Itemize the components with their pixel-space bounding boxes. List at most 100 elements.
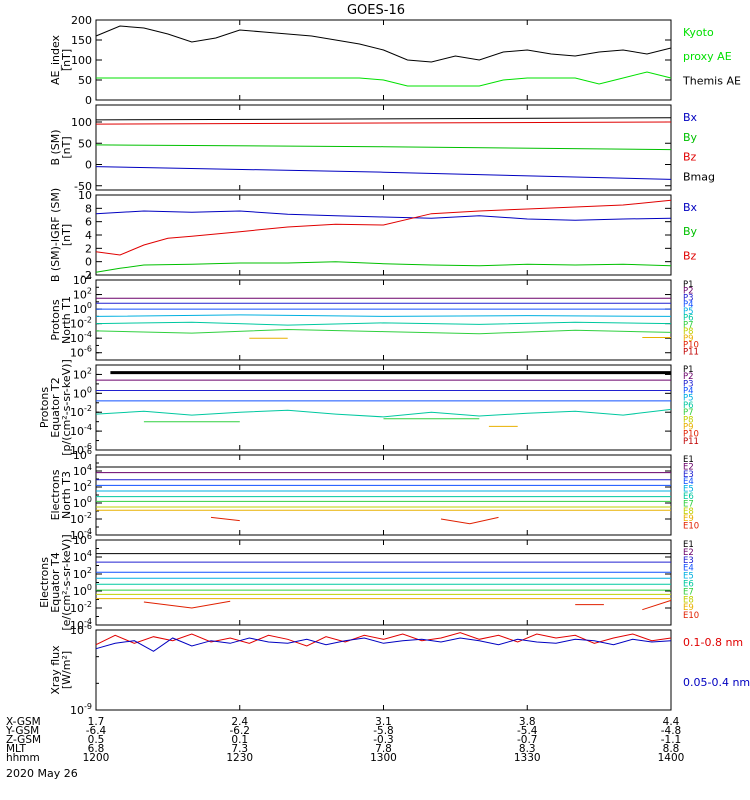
legend-entry: E9 <box>683 514 694 524</box>
legend-entry: P4 <box>683 387 694 397</box>
legend-entry: P5 <box>683 394 694 404</box>
y-tick-label: 50 <box>78 137 92 150</box>
legend-entry: P3 <box>683 379 694 389</box>
legend-entry: P3 <box>683 293 694 303</box>
x-axis-value: 1200 <box>83 752 110 764</box>
y-tick-label: 0 <box>85 159 92 172</box>
legend-entry: P2 <box>683 372 694 382</box>
y-tick-label: 100 <box>73 301 92 316</box>
x-axis-value: 6.8 <box>88 743 105 755</box>
legend-entry: E10 <box>683 611 699 621</box>
x-axis-value: -4.8 <box>661 725 682 737</box>
legend-entry: P9 <box>683 422 694 432</box>
legend-entry: E1 <box>683 540 694 550</box>
x-axis-value: -5.8 <box>373 725 394 737</box>
legend-entry: proxy AE <box>683 50 732 63</box>
y-tick-label: 100 <box>73 385 92 400</box>
legend-entry: By <box>683 225 698 238</box>
panel-xray: 10-6 10-9 Xray flux[W/m²] 0.1-0.8 nm 0.05-0.… <box>49 622 750 717</box>
legend-entry: E6 <box>683 580 694 590</box>
legend-entry: P8 <box>683 415 694 425</box>
legend-entry: P10 <box>683 430 699 440</box>
legend-entry: P6 <box>683 401 694 411</box>
legend-entry: P1 <box>683 365 694 375</box>
y-axis-label: B (SM)-IGRF (SM) <box>49 188 62 282</box>
legend-entry: E7 <box>683 499 694 509</box>
y-axis-label: [nT] <box>60 224 73 246</box>
panel-bsm: -50 0 50 100 B (SM)[nT] Bx By Bz Bmag <box>49 104 715 193</box>
x-axis-value: -5.4 <box>517 725 538 737</box>
x-axis-value: 0.5 <box>88 734 105 746</box>
y-tick-label: 10-9 <box>70 702 92 717</box>
legend-entry: E8 <box>683 507 694 517</box>
series-line <box>95 637 672 652</box>
x-axis-value: 4.4 <box>663 716 680 728</box>
legend-entry: E1 <box>683 455 694 465</box>
y-tick-label: 102 <box>73 479 92 494</box>
y-tick-label: 8 <box>85 202 92 215</box>
y-axis-label: AE_index <box>49 34 62 85</box>
series-line <box>95 261 672 273</box>
date-label: 2020 May 26 <box>6 767 78 780</box>
y-axis-label: Electrons <box>49 469 62 520</box>
legend-entry: E9 <box>683 603 694 613</box>
y-axis-label: Protons <box>38 387 51 428</box>
legend-entry: P6 <box>683 314 694 324</box>
series-line <box>95 25 672 63</box>
legend-entry: E2 <box>683 548 694 558</box>
x-axis-row-label: MLT <box>6 743 26 755</box>
legend-entry: E3 <box>683 470 694 480</box>
series-line <box>95 328 672 335</box>
x-axis-row-label: Z-GSM <box>6 734 41 746</box>
y-tick-label: 10-2 <box>70 404 92 419</box>
y-tick-label: 104 <box>73 272 92 287</box>
legend-entry: Bz <box>683 249 697 262</box>
series-line <box>210 516 240 522</box>
legend-entry: 0.05-0.4 nm <box>683 676 750 689</box>
x-axis-value: -1.1 <box>661 734 682 746</box>
legend-entry: P2 <box>683 287 694 297</box>
legend-entry: P9 <box>683 334 694 344</box>
x-axis-value: 1.7 <box>88 716 105 728</box>
series-line <box>95 632 672 647</box>
y-axis-label: North T3 <box>60 471 73 519</box>
legend-entry: P7 <box>683 408 694 418</box>
chart-title: GOES-16 <box>347 3 405 18</box>
y-tick-label: 100 <box>73 495 92 510</box>
y-axis-label: Protons <box>49 299 62 340</box>
y-tick-label: 106 <box>73 532 92 547</box>
y-tick-label: 104 <box>73 549 92 564</box>
y-axis-label: [W/m²] <box>60 651 73 689</box>
y-tick-label: 102 <box>73 366 92 381</box>
y-axis-label: [p/(cm²-s-sr-keV)] <box>60 359 73 456</box>
series-line <box>95 117 672 121</box>
y-tick-label: 102 <box>73 287 92 302</box>
panel-frame <box>95 19 672 101</box>
y-tick-label: 10-4 <box>70 330 92 345</box>
series-line <box>143 600 231 609</box>
y-axis-label: Xray flux <box>49 645 62 695</box>
y-tick-label: 50 <box>78 74 92 87</box>
legend-entry: P5 <box>683 307 694 317</box>
y-tick-label: 10-4 <box>70 423 92 438</box>
x-axis-value: 3.1 <box>375 716 392 728</box>
legend-entry: Bx <box>683 111 698 124</box>
series-line <box>95 144 672 151</box>
y-axis-label: North T1 <box>60 296 73 344</box>
x-axis-value: 1330 <box>514 752 541 764</box>
panel-frame <box>95 279 672 361</box>
y-axis-label: Electrons <box>38 557 51 608</box>
y-axis-label: B (SM) <box>49 129 62 165</box>
panel-frame <box>95 364 672 451</box>
y-tick-label: 2 <box>85 242 92 255</box>
x-axis-value: 2.4 <box>231 716 248 728</box>
y-tick-label: 10-2 <box>70 316 92 331</box>
legend-entry: E2 <box>683 462 694 472</box>
legend-entry: P8 <box>683 327 694 337</box>
